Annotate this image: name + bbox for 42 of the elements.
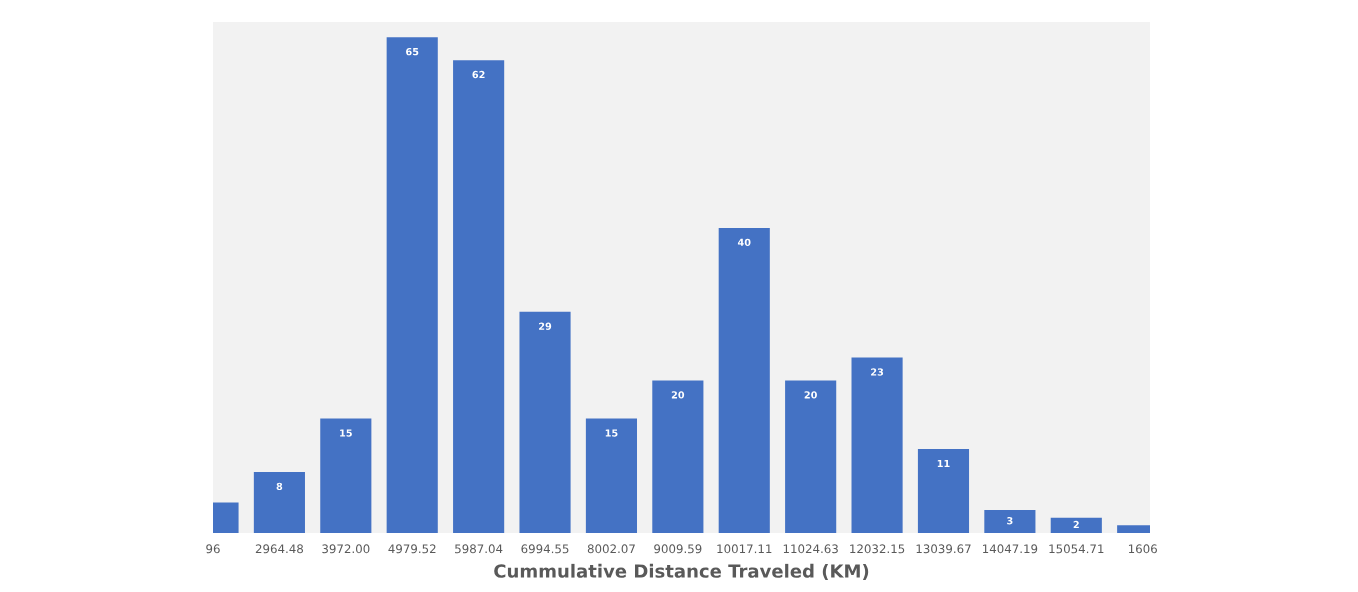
x-tick-label: 12032.15 xyxy=(850,544,905,554)
x-tick-label: 2964.48 xyxy=(255,544,304,554)
data-label: 20 xyxy=(804,391,817,399)
bar xyxy=(585,418,638,533)
bar xyxy=(519,311,571,533)
x-tick-label: 15054.71 xyxy=(1049,544,1104,554)
x-tick-label: 11024.63 xyxy=(783,544,838,554)
data-label: 15 xyxy=(605,429,618,437)
data-label: 62 xyxy=(472,70,485,79)
bar xyxy=(253,471,305,533)
x-tick-label: 6994.55 xyxy=(521,544,569,554)
data-label: 23 xyxy=(871,368,884,376)
bar xyxy=(453,60,505,533)
bar xyxy=(851,357,903,533)
bar xyxy=(652,380,704,533)
bar xyxy=(386,37,438,533)
x-axis-title: Cummulative Distance Traveled (KM) xyxy=(494,563,869,580)
data-label: 29 xyxy=(539,322,552,330)
x-tick-label: 3972.00 xyxy=(322,544,370,554)
x-tick-label: 13039.67 xyxy=(916,544,971,554)
x-tick-label: 9009.59 xyxy=(654,544,702,554)
data-label: 40 xyxy=(737,238,751,246)
bar xyxy=(1050,517,1102,533)
data-label: 3 xyxy=(1007,517,1013,525)
data-label: 11 xyxy=(937,459,950,468)
data-label: 2 xyxy=(1073,520,1079,529)
x-tick-label: 10017.11 xyxy=(717,544,772,554)
data-label: 8 xyxy=(276,482,283,491)
x-tick-label: 96 xyxy=(206,544,220,554)
bar xyxy=(917,449,970,533)
x-tick-label: 4979.52 xyxy=(388,544,436,554)
data-label: 65 xyxy=(406,47,419,56)
data-label: 15 xyxy=(340,429,352,437)
bar xyxy=(718,227,770,533)
x-tick-label: 14047.19 xyxy=(983,544,1038,554)
bar xyxy=(984,510,1036,533)
bar xyxy=(320,418,372,533)
bar xyxy=(785,380,837,533)
x-tick-label: 5987.04 xyxy=(455,544,503,554)
x-tick-label: 1606 xyxy=(1128,544,1157,554)
data-label: 20 xyxy=(671,391,685,399)
x-tick-label: 8002.07 xyxy=(587,544,635,554)
